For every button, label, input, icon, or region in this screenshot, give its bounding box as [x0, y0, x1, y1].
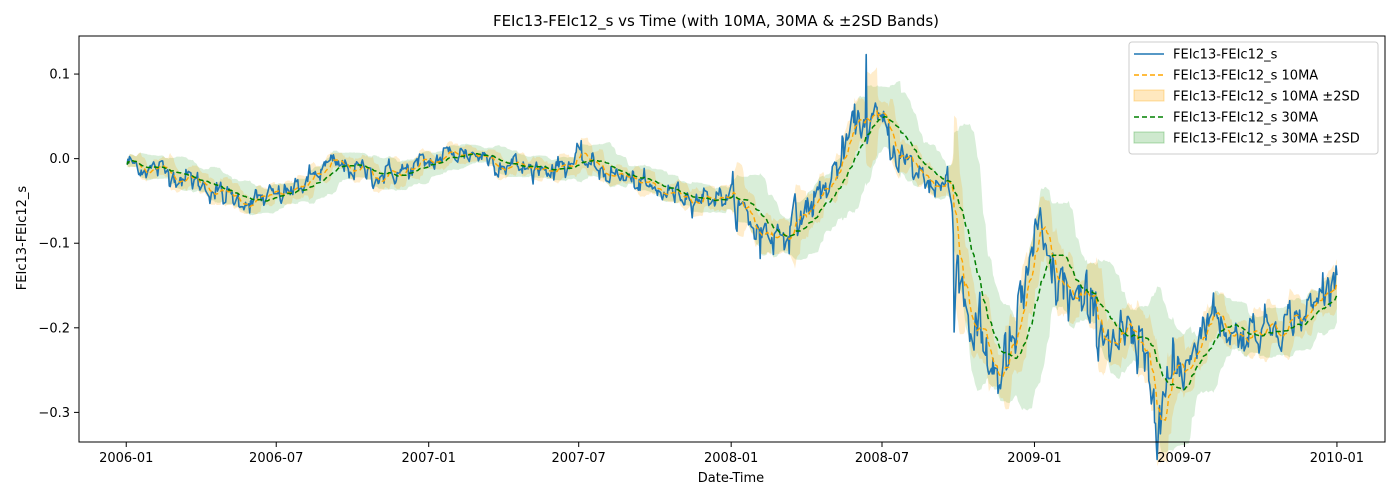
y-tick-label: 0.1: [49, 68, 70, 83]
legend-item: FEIc13-FEIc12_s 10MA: [1134, 69, 1318, 84]
legend-label: FEIc13-FEIc12_s 10MA: [1173, 69, 1318, 84]
band-30ma-group: [127, 81, 1337, 453]
x-tick-label: 2006-01: [99, 451, 153, 466]
x-tick-label: 2006-07: [249, 451, 303, 466]
legend-label: FEIc13-FEIc12_s 30MA ±2SD: [1173, 132, 1360, 147]
legend-item: FEIc13-FEIc12_s: [1134, 48, 1278, 63]
x-tick-label: 2007-07: [552, 451, 606, 466]
legend-label: FEIc13-FEIc12_s 30MA: [1173, 111, 1318, 126]
legend-item: FEIc13-FEIc12_s 30MA: [1134, 111, 1318, 126]
raw-series-group: [126, 53, 1338, 461]
ma10-series-group: [126, 109, 1338, 422]
y-tick-label: −0.3: [38, 406, 70, 421]
legend-swatch: [1133, 89, 1165, 102]
x-tick-label: 2007-01: [402, 451, 456, 466]
y-tick-label: −0.2: [38, 321, 70, 336]
axes: [78, 35, 1386, 443]
y-tick-label: −0.1: [38, 237, 70, 252]
plot-frame: [78, 35, 1386, 443]
y-tick-label: 0.0: [49, 152, 70, 167]
legend-item: FEIc13-FEIc12_s 30MA ±2SD: [1133, 131, 1360, 147]
chart-title: FEIc13-FEIc12_s vs Time (with 10MA, 30MA…: [493, 12, 939, 31]
y-axis-title: FEIc13-FEIc12_s: [15, 186, 30, 291]
x-tick-label: 2009-07: [1157, 451, 1211, 466]
x-tick-label: 2010-01: [1310, 451, 1364, 466]
legend-label: FEIc13-FEIc12_s 10MA ±2SD: [1173, 90, 1360, 105]
legend-box: [1128, 41, 1379, 155]
band-30ma-2sd: [127, 81, 1337, 453]
x-tick-label: 2008-01: [704, 451, 758, 466]
ma30-series-group: [126, 115, 1338, 391]
x-axis-title: Date-Time: [698, 471, 764, 486]
x-tick-label: 2009-01: [1007, 451, 1061, 466]
legend-item: FEIc13-FEIc12_s 10MA ±2SD: [1133, 89, 1360, 105]
series-10ma-line: [126, 109, 1338, 422]
series-30ma-line: [126, 115, 1338, 391]
x-axis-ticks: 2006-01 2006-07 2007-01 2007-07 2008-01 2008-…: [99, 442, 1364, 466]
y-axis-ticks: 0.1 0.0 −0.1 −0.2 −0.3: [38, 68, 79, 421]
x-tick-label: 2008-07: [855, 451, 909, 466]
legend-label: FEIc13-FEIc12_s: [1173, 48, 1278, 63]
legend-swatch: [1133, 131, 1165, 144]
series-raw-line: [126, 53, 1338, 461]
legend: FEIc13-FEIc12_s FEIc13-FEIc12_s 10MA FEIc1…: [1128, 41, 1379, 155]
